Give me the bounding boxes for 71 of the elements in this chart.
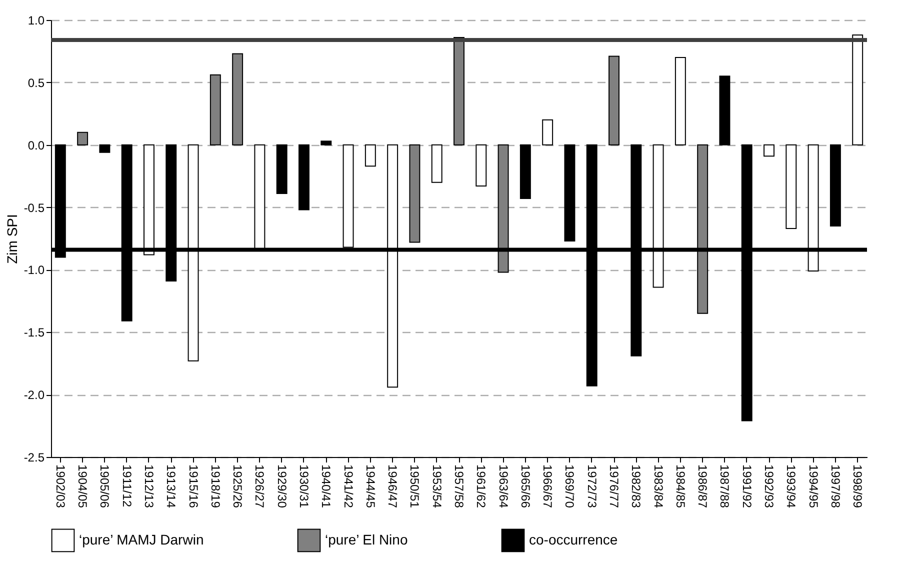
legend-label: ‘pure’ El Nino (325, 531, 408, 548)
bar (608, 56, 620, 146)
bar (564, 144, 576, 242)
x-tick-label: 1983/84 (651, 464, 666, 508)
bar (719, 76, 730, 146)
x-tick-label: 1994/95 (806, 464, 820, 508)
x-tick-label: 1944/45 (363, 464, 378, 508)
y-tick-label: -1.0 (24, 263, 45, 278)
x-tick-label: 1940/41 (319, 464, 334, 508)
x-tick-label: 1998/99 (850, 464, 865, 508)
bar (364, 144, 376, 167)
x-tick-label: 1984/85 (673, 464, 688, 508)
x-tick-label: 1961/62 (474, 464, 488, 508)
bar (852, 34, 864, 146)
x-tick-label: 1930/31 (296, 464, 311, 508)
bar (409, 144, 420, 243)
bar (674, 56, 686, 146)
x-tick-label: 1912/13 (142, 464, 156, 508)
legend-label: ‘pure’ MAMJ Darwin (79, 531, 204, 548)
x-tick-label: 1966/67 (540, 464, 555, 508)
bar (99, 144, 110, 153)
x-tick-label: 1986/87 (696, 464, 710, 508)
x-tick-label: 1953/54 (430, 464, 444, 508)
bar (298, 144, 310, 210)
y-tick-label: 1.0 (28, 14, 45, 28)
y-tick-label: -2.5 (24, 450, 45, 464)
bar (276, 144, 288, 194)
x-tick-label: 1929/30 (274, 464, 289, 508)
x-tick-label: 1915/16 (186, 464, 200, 508)
x-tick-label: 1972/73 (584, 464, 599, 508)
x-tick-label: 1976/77 (607, 464, 622, 508)
bar (520, 144, 531, 200)
x-tick-label: 1963/64 (496, 464, 510, 508)
x-tick-label: 1925/26 (230, 464, 245, 508)
bar (476, 144, 487, 187)
x-tick-label: 1946/47 (386, 464, 400, 508)
x-tick-label: 1957/58 (452, 464, 466, 508)
x-tick-label: 1902/03 (53, 464, 68, 508)
y-tick-label: -2.0 (24, 388, 45, 402)
x-tick-label: 1991/92 (740, 464, 754, 508)
bar (454, 36, 464, 146)
x-tick-label: 1982/83 (629, 464, 644, 508)
x-tick-label: 1993/94 (784, 464, 798, 508)
bar (232, 53, 244, 146)
y-tick-label: -0.5 (24, 200, 45, 215)
y-axis-title: Zim SPI (4, 214, 20, 264)
x-tick-label: 1918/19 (208, 464, 222, 508)
x-tick-label: 1965/66 (518, 464, 532, 508)
x-tick-label: 1904/05 (76, 464, 90, 508)
x-tick-label: 1987/88 (718, 464, 732, 508)
bar (830, 144, 841, 227)
bar (786, 144, 797, 230)
x-tick-label: 1997/98 (828, 464, 842, 508)
bar (77, 132, 88, 146)
bar (320, 140, 332, 146)
y-tick-label: 0.5 (28, 76, 45, 90)
x-tick-label: 1926/27 (252, 464, 267, 508)
legend-label: co-occurrence (529, 531, 618, 548)
x-tick-label: 1941/42 (341, 464, 356, 508)
y-tick-label: -1.5 (24, 326, 45, 340)
x-tick-label: 1969/70 (562, 464, 577, 508)
x-tick-label: 1905/06 (98, 464, 112, 508)
x-tick-label: 1950/51 (408, 464, 422, 508)
y-tick-label: 0.0 (28, 138, 45, 152)
bar (542, 119, 554, 146)
x-tick-label: 1911/12 (120, 464, 134, 508)
x-tick-label: 1992/93 (762, 464, 776, 508)
bar (210, 74, 221, 146)
bar (431, 144, 442, 183)
x-tick-label: 1913/14 (164, 464, 178, 508)
bar (764, 144, 774, 157)
